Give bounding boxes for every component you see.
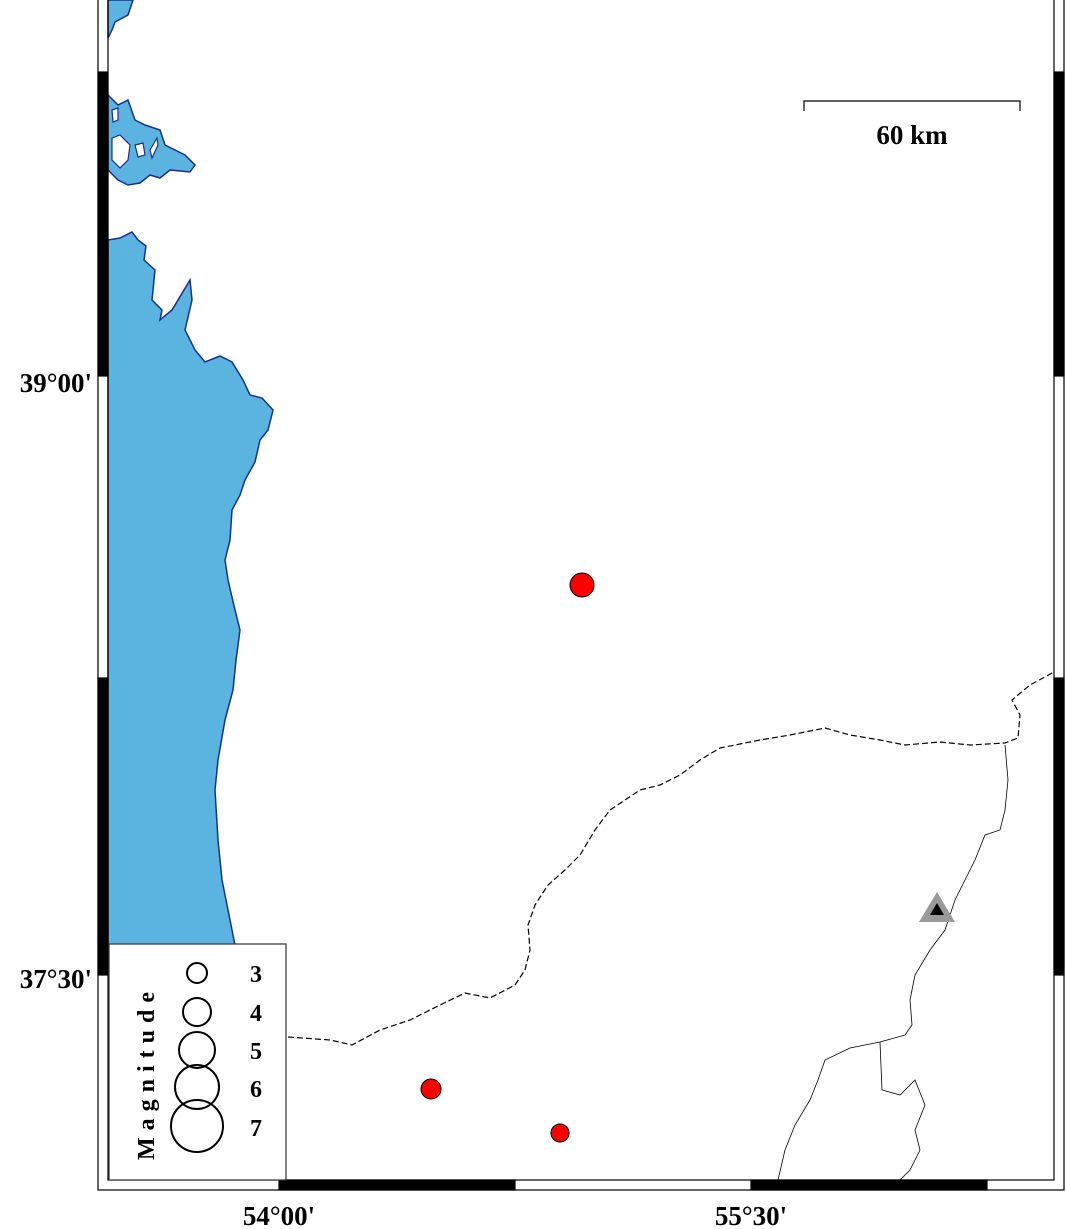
map-frame bbox=[97, 0, 1065, 1191]
legend-mag: 7 bbox=[250, 1116, 262, 1142]
lat-label: 37°30' bbox=[20, 964, 92, 994]
lon-label: 54°00' bbox=[243, 1201, 315, 1229]
earthquake-event[interactable] bbox=[420, 1078, 442, 1100]
lon-label: 55°30' bbox=[715, 1201, 787, 1229]
caspian-sea bbox=[107, 0, 274, 946]
lat-label: 39°00' bbox=[20, 368, 92, 398]
legend-mag: 5 bbox=[250, 1039, 262, 1065]
scale-bar-label: 60 km bbox=[876, 120, 948, 150]
province-border bbox=[777, 744, 1009, 1181]
legend-mag: 3 bbox=[250, 962, 262, 988]
country-border bbox=[287, 671, 1055, 1046]
scale-bar: 60 km bbox=[803, 100, 1021, 150]
earthquake-event[interactable] bbox=[569, 572, 595, 598]
province-border bbox=[879, 1041, 926, 1181]
magnitude-legend: Magnitude 3 4 5 6 7 bbox=[108, 943, 287, 1181]
earthquake-event[interactable] bbox=[550, 1123, 570, 1143]
station-triangle-icon[interactable] bbox=[919, 892, 955, 922]
legend-title: Magnitude bbox=[134, 985, 160, 1160]
legend-mag: 6 bbox=[250, 1077, 262, 1103]
legend-mag: 4 bbox=[250, 1001, 262, 1027]
